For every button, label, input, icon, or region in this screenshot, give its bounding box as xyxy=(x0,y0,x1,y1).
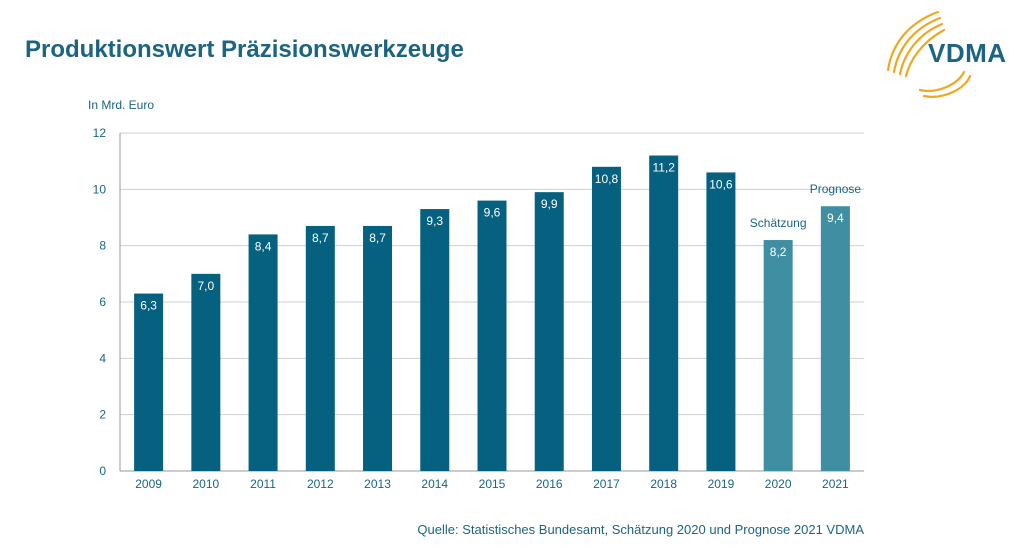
vdma-logo-arcs-icon xyxy=(886,10,972,98)
annotation-2020: Schätzung xyxy=(750,216,807,230)
data-label-2016: 9,9 xyxy=(541,197,558,211)
bar-2009 xyxy=(134,293,164,471)
bar-chart: In Mrd. Euro 0 2 4 6 8 10 12 6,3 2009 7,0 2010 8,4 20… xyxy=(88,98,864,491)
data-label-2014: 9,3 xyxy=(426,214,443,228)
bar-2018 xyxy=(649,155,679,472)
bar-2015 xyxy=(477,200,507,471)
data-label-2009: 6,3 xyxy=(140,299,157,313)
data-label-2019: 10,6 xyxy=(709,177,733,191)
data-label-2011: 8,4 xyxy=(255,239,272,253)
x-tick-label: 2010 xyxy=(192,477,219,491)
x-tick-label: 2021 xyxy=(822,477,849,491)
bar-2017 xyxy=(591,166,621,472)
bar-2016 xyxy=(534,192,564,471)
x-tick-label: 2015 xyxy=(479,477,506,491)
data-label-2012: 8,7 xyxy=(312,231,329,245)
bar-2013 xyxy=(363,225,393,471)
data-label-2010: 7,0 xyxy=(198,279,215,293)
x-tick-label: 2016 xyxy=(536,477,563,491)
bar-2011 xyxy=(248,234,278,471)
bar-2014 xyxy=(420,209,450,472)
data-label-2015: 9,6 xyxy=(484,206,501,220)
y-axis-label: In Mrd. Euro xyxy=(88,98,154,112)
y-tick-label: 2 xyxy=(99,408,106,422)
x-tick-label: 2013 xyxy=(364,477,391,491)
data-label-2020: 8,2 xyxy=(770,245,787,259)
y-tick-label: 4 xyxy=(99,351,106,365)
data-label-2017: 10,8 xyxy=(595,172,619,186)
data-label-2013: 8,7 xyxy=(369,231,386,245)
y-tick-label: 6 xyxy=(99,295,106,309)
data-label-2021: 9,4 xyxy=(827,211,844,225)
x-tick-label: 2009 xyxy=(135,477,162,491)
y-tick-label: 0 xyxy=(99,464,106,478)
x-tick-label: 2017 xyxy=(593,477,620,491)
y-tick-label: 8 xyxy=(99,239,106,253)
x-tick-label: 2018 xyxy=(650,477,677,491)
y-tick-label: 10 xyxy=(93,182,107,196)
x-tick-label: 2020 xyxy=(765,477,792,491)
vdma-logo-text: VDMA xyxy=(928,38,1007,68)
bar-2020 xyxy=(763,240,793,471)
y-tick-label: 12 xyxy=(93,126,107,140)
bar-2012 xyxy=(305,225,335,471)
bar-2021 xyxy=(820,206,850,471)
source-note: Quelle: Statistisches Bundesamt, Schätzu… xyxy=(417,522,864,537)
bar-2019 xyxy=(706,172,736,471)
x-tick-label: 2011 xyxy=(250,477,276,491)
x-tick-label: 2014 xyxy=(421,477,448,491)
x-tick-label: 2019 xyxy=(708,477,735,491)
x-tick-label: 2012 xyxy=(307,477,334,491)
page-title: Produktionswert Präzisionswerkzeuge xyxy=(25,36,464,63)
annotation-2021: Prognose xyxy=(810,182,862,196)
data-label-2018: 11,2 xyxy=(652,161,675,175)
bar-2010 xyxy=(191,273,221,471)
